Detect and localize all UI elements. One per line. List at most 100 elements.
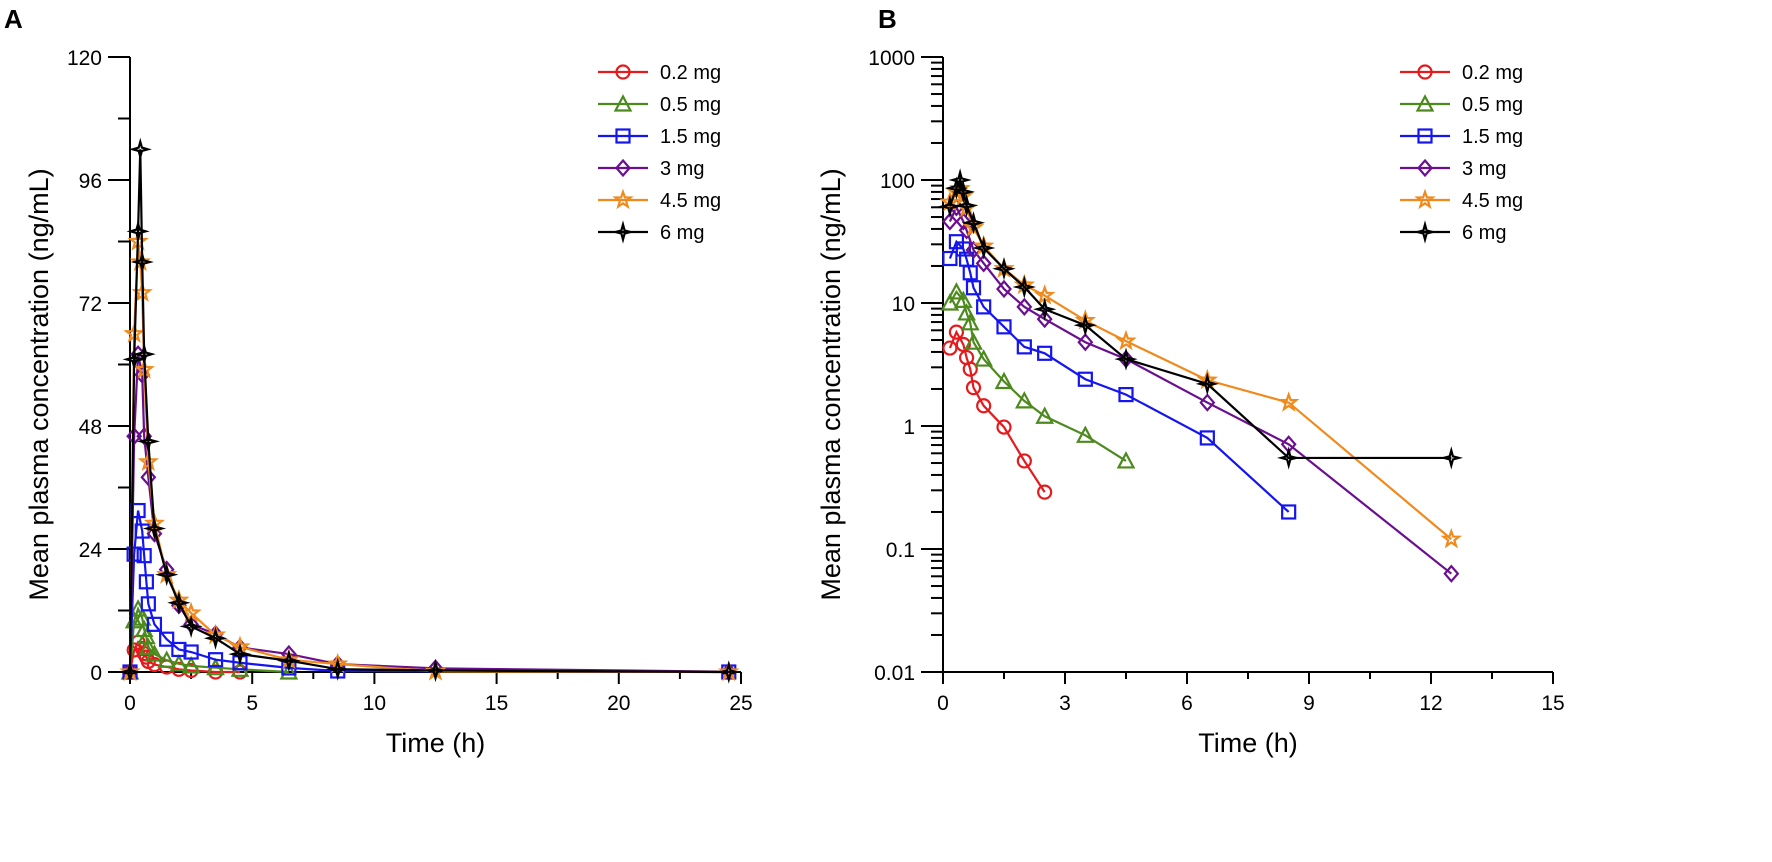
data-point [976,398,992,414]
data-point [996,279,1012,299]
data-point [126,642,142,658]
data-point [1032,297,1057,321]
data-point [938,194,962,219]
data-point [1075,425,1095,443]
legend-marker [1415,94,1435,112]
series-line [128,149,729,674]
series-3-mg [941,198,1460,583]
y-tick-label: 0.01 [874,662,915,685]
legend-marker [611,220,635,244]
series-line [948,186,1453,541]
legend-item: 0.5 mg [598,94,721,116]
legend-item: 0.2 mg [1400,62,1523,84]
data-point [1199,430,1215,446]
data-point [136,429,161,454]
data-point [122,347,146,371]
series-line [948,204,1453,575]
data-point [1012,275,1037,299]
x-tick-label: 0 [937,692,949,715]
data-point [1035,406,1055,424]
legend-item: 0.2 mg [598,62,721,84]
legend-label: 1.5 mg [660,126,721,148]
legend-label: 0.5 mg [660,94,721,116]
data-point [279,662,299,680]
data-point [157,650,176,668]
legend-item: 0.5 mg [1400,94,1523,116]
data-point [961,211,986,235]
legend-marker [1413,220,1437,244]
legend-marker [613,94,633,112]
data-point [1281,504,1297,520]
x-tick-label: 9 [1303,692,1315,715]
data-point [1118,387,1134,403]
data-point [992,256,1016,281]
legend-item: 6 mg [1400,220,1506,244]
data-point [169,653,189,672]
data-point [717,660,741,684]
data-point [146,524,163,543]
data-point [1016,297,1033,317]
legend-item: 4.5 mg [1400,188,1523,212]
data-point [278,648,300,670]
legend-marker [1417,128,1433,144]
data-point [976,299,992,315]
data-point [134,365,151,384]
data-point [1014,391,1034,409]
legend-label: 1.5 mg [1462,126,1523,148]
data-point [140,596,156,612]
data-point [955,241,971,257]
data-point [159,631,175,647]
data-point [974,349,994,367]
legend-label: 6 mg [1462,222,1506,244]
data-point [136,548,152,564]
data-point [137,450,159,471]
data-point [181,656,201,674]
y-tick-label: 100 [880,170,915,193]
data-point [167,591,191,615]
series-line [948,176,1452,460]
series-line [948,290,1127,462]
panel-label: B [878,4,897,34]
series-line [128,510,729,674]
series-line [128,354,729,673]
series-6-mg [938,168,1464,470]
panel-label: A [4,4,23,34]
x-tick-label: 15 [485,692,508,715]
data-point [1440,528,1462,549]
data-point [962,265,978,281]
legend-label: 6 mg [660,222,704,244]
legend-label: 0.2 mg [1462,62,1523,84]
data-point [996,319,1012,335]
legend-marker [615,158,631,178]
data-point [183,644,199,660]
data-point [145,644,164,662]
data-point [126,219,150,244]
data-point [1276,446,1301,470]
data-point [423,658,448,683]
data-point [128,137,152,162]
x-tick-label: 25 [729,692,752,715]
data-point [203,626,228,650]
legend-item: 1.5 mg [1400,126,1523,148]
legend-marker [1414,188,1436,210]
legend-label: 3 mg [1462,158,1506,180]
data-point [277,648,301,673]
y-tick-label: 0.1 [886,539,915,562]
data-point [947,282,966,300]
series-line [128,241,729,674]
legend-item: 3 mg [598,158,704,180]
series-0-5-mg [940,282,1136,469]
y-tick-label: 120 [67,47,102,70]
data-point [1037,345,1053,361]
data-point [1074,309,1096,330]
x-tick-label: 3 [1059,692,1071,715]
legend-label: 3 mg [660,158,704,180]
legend-label: 4.5 mg [660,190,721,212]
data-point [971,236,996,260]
data-point [1195,372,1220,396]
legend-marker [1417,64,1433,80]
y-tick-label: 72 [79,293,102,316]
data-point [957,303,976,321]
series-4-5-mg [119,230,740,682]
data-point [1016,339,1032,355]
